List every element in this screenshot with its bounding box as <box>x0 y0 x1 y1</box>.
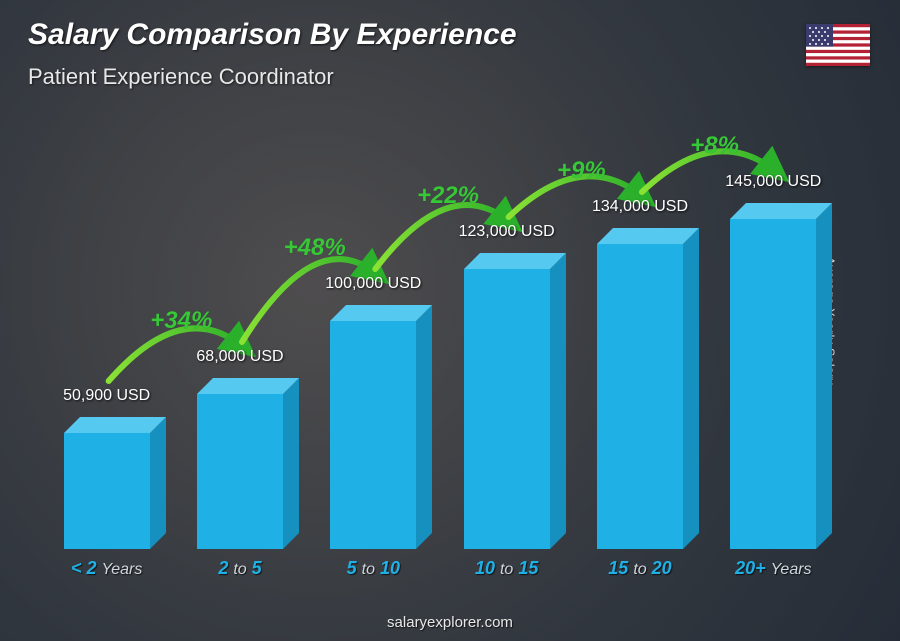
bar: 50,900 USD <box>64 433 150 549</box>
footer-attribution: salaryexplorer.com <box>0 614 900 631</box>
bar-value-label: 68,000 USD <box>196 348 283 366</box>
bar: 68,000 USD <box>197 394 283 549</box>
bar-top <box>330 305 432 321</box>
bar-slot: 68,000 USD2 to 5 <box>173 98 306 549</box>
bar-slot: 123,000 USD10 to 15 <box>440 98 573 549</box>
bar-top <box>64 417 166 433</box>
bar-value-label: 134,000 USD <box>592 198 688 216</box>
bar-value-label: 100,000 USD <box>325 275 421 293</box>
bar-slot: 100,000 USD5 to 10 <box>307 98 440 549</box>
bar-slot: 134,000 USD15 to 20 <box>573 98 706 549</box>
bar-side <box>683 228 699 549</box>
bar-side <box>150 417 166 549</box>
bar-side <box>283 378 299 549</box>
bar: 134,000 USD <box>597 244 683 549</box>
chart-subtitle: Patient Experience Coordinator <box>28 64 334 90</box>
bar-category-label: 20+ Years <box>680 558 867 579</box>
bar-front <box>197 394 283 549</box>
bar-top <box>597 228 699 244</box>
bar: 123,000 USD <box>464 269 550 549</box>
bar-front <box>597 244 683 549</box>
bars-row: 50,900 USD< 2 Years68,000 USD2 to 5100,0… <box>40 98 840 549</box>
bar-front <box>64 433 150 549</box>
bar-value-label: 145,000 USD <box>725 173 821 191</box>
chart-title: Salary Comparison By Experience <box>28 18 517 52</box>
bar-top <box>464 253 566 269</box>
bar-side <box>550 253 566 549</box>
bar-slot: 145,000 USD20+ Years <box>707 98 840 549</box>
bar-front <box>730 219 816 549</box>
bar-front <box>330 321 416 549</box>
bar-top <box>197 378 299 394</box>
bar: 100,000 USD <box>330 321 416 549</box>
flag-icon <box>806 24 870 66</box>
bar-side <box>416 305 432 549</box>
infographic-canvas: Salary Comparison By Experience Patient … <box>0 0 900 641</box>
bar-value-label: 123,000 USD <box>459 223 555 241</box>
chart-area: +34%+48%+22%+9%+8% 50,900 USD< 2 Years68… <box>40 120 840 571</box>
bar-value-label: 50,900 USD <box>63 387 150 405</box>
bar-front <box>464 269 550 549</box>
bar: 145,000 USD <box>730 219 816 549</box>
bar-side <box>816 203 832 549</box>
bar-top <box>730 203 832 219</box>
bar-slot: 50,900 USD< 2 Years <box>40 98 173 549</box>
